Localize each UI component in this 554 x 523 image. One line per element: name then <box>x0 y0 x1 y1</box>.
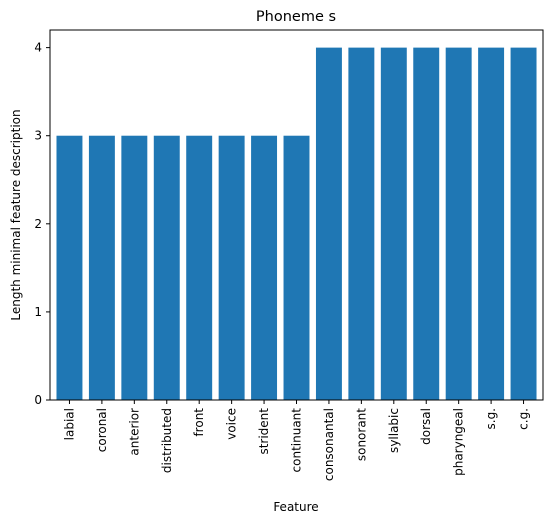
y-tick-label: 3 <box>34 129 42 143</box>
bar-group <box>56 47 537 401</box>
bar-anterior <box>121 135 148 400</box>
bar-distributed <box>153 135 180 400</box>
y-tick-label: 0 <box>34 393 42 407</box>
y-tick-label: 2 <box>34 217 42 231</box>
x-axis-label: Feature <box>273 500 318 514</box>
bar-front <box>186 135 213 400</box>
bar-s.g. <box>478 47 505 401</box>
x-tick-label: anterior <box>127 408 141 456</box>
bar-coronal <box>88 135 115 400</box>
bar-syllabic <box>380 47 407 401</box>
x-tick-label: s.g. <box>484 408 498 430</box>
bar-c.g. <box>510 47 537 401</box>
x-tick-label: continuant <box>290 408 304 473</box>
bar-strident <box>251 135 278 400</box>
bar-labial <box>56 135 83 400</box>
bar-continuant <box>283 135 310 400</box>
x-tick-label: consonantal <box>322 408 336 481</box>
chart-title: Phoneme s <box>256 9 336 25</box>
x-tick-label: strident <box>257 408 271 455</box>
x-tick-label: pharyngeal <box>452 408 466 476</box>
x-tick-label: dorsal <box>419 408 433 445</box>
plot-frame <box>49 29 544 401</box>
x-tick-label: distributed <box>160 408 174 473</box>
x-tick-label: syllabic <box>387 408 401 453</box>
x-axis: labial coronal anterior distributed front voi… <box>62 400 531 481</box>
y-tick-label: 4 <box>34 41 42 55</box>
bar-consonantal <box>315 47 342 401</box>
y-axis: 0 1 2 3 4 <box>34 41 50 407</box>
x-tick-label: sonorant <box>354 408 368 461</box>
y-tick-label: 1 <box>34 305 42 319</box>
x-tick-label: voice <box>225 408 239 440</box>
bar-voice <box>218 135 245 400</box>
x-tick-label: front <box>192 408 206 437</box>
x-tick-label: coronal <box>95 408 109 452</box>
y-axis-label: Length minimal feature description <box>9 109 23 320</box>
bar-pharyngeal <box>445 47 472 401</box>
bar-sonorant <box>348 47 375 401</box>
bar-dorsal <box>413 47 440 401</box>
x-tick-label: labial <box>62 408 76 440</box>
x-tick-label: c.g. <box>517 408 531 430</box>
